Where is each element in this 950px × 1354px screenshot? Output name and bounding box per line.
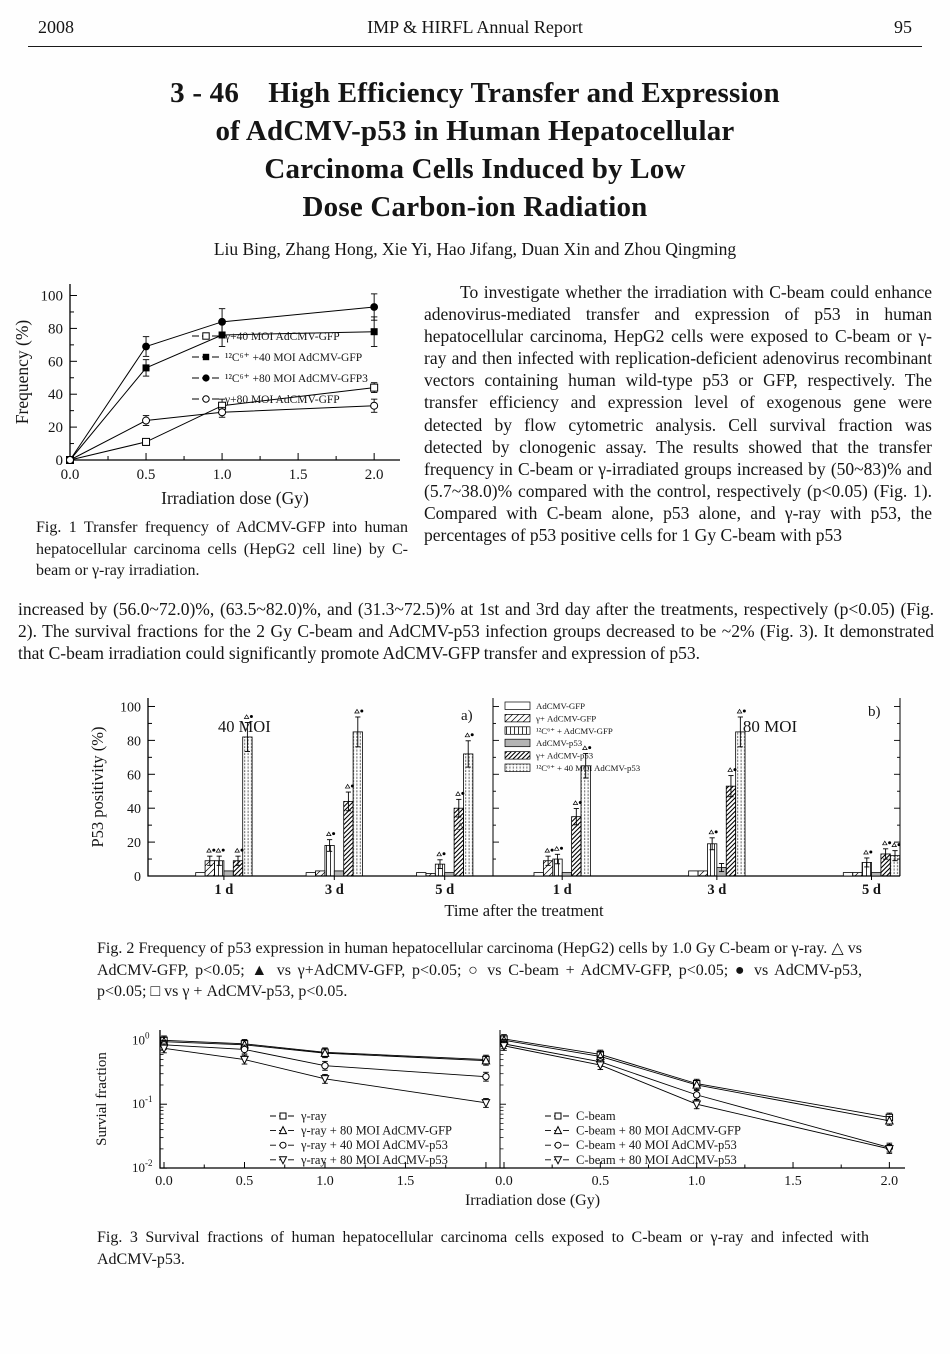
svg-text:0.5: 0.5 bbox=[236, 1174, 254, 1189]
svg-text:1 d: 1 d bbox=[214, 882, 233, 898]
abstract-paragraph: To investigate whether the irradiation w… bbox=[424, 282, 932, 546]
svg-text:Frequency (%): Frequency (%) bbox=[12, 320, 32, 425]
svg-text:40 MOI: 40 MOI bbox=[218, 717, 271, 736]
svg-text:5 d: 5 d bbox=[862, 882, 881, 898]
svg-text:0.0: 0.0 bbox=[155, 1174, 173, 1189]
svg-text:100: 100 bbox=[120, 700, 141, 715]
svg-text:Irradiation dose (Gy): Irradiation dose (Gy) bbox=[161, 488, 309, 508]
svg-text:2.0: 2.0 bbox=[881, 1174, 899, 1189]
svg-text:40: 40 bbox=[127, 802, 141, 817]
svg-text:5 d: 5 d bbox=[435, 882, 454, 898]
svg-text:100: 100 bbox=[41, 289, 64, 305]
svg-text:0.0: 0.0 bbox=[61, 467, 80, 483]
svg-text:10-2: 10-2 bbox=[132, 1158, 153, 1175]
svg-text:C-beam + 80 MOI AdCMV-GFP: C-beam + 80 MOI AdCMV-GFP bbox=[576, 1124, 741, 1138]
svg-text:20: 20 bbox=[127, 836, 141, 851]
article-title-line: 3 - 46 High Efficiency Transfer and Expr… bbox=[170, 77, 780, 109]
fig2-bar-chart: 0 20 40 60 80 100 1 d 3 d 5 d 40 MOI a) 1 d 3 d 5 d 80… bbox=[73, 686, 923, 937]
body-paragraph: increased by (56.0~72.0)%, (63.5~82.0)%,… bbox=[18, 599, 934, 664]
svg-text:a): a) bbox=[461, 708, 473, 724]
svg-text:γ-ray + 80 MOI AdCMV-p53: γ-ray + 80 MOI AdCMV-p53 bbox=[300, 1153, 448, 1167]
fig2-svg: 0 20 40 60 80 100 1 d 3 d 5 d 40 MOI a) 1 d 3 d 5 d 80… bbox=[88, 698, 901, 920]
svg-text:¹²C⁶⁺ +80 MOI AdCMV-GFP3: ¹²C⁶⁺ +80 MOI AdCMV-GFP3 bbox=[225, 373, 368, 385]
svg-text:0.0: 0.0 bbox=[495, 1174, 513, 1189]
svg-text:b): b) bbox=[868, 704, 881, 720]
svg-text:0.5: 0.5 bbox=[137, 467, 156, 483]
svg-text:Survial fraction: Survial fraction bbox=[94, 1052, 110, 1146]
svg-text:2.0: 2.0 bbox=[365, 467, 384, 483]
svg-text:¹²C⁶⁺ + AdCMV-GFP: ¹²C⁶⁺ + AdCMV-GFP bbox=[536, 726, 613, 736]
authors-line: Liu Bing, Zhang Hong, Xie Yi, Hao Jifang… bbox=[213, 239, 737, 259]
fig1-line-chart: 0 20 40 60 80 100 0.0 0.5 1.0 1.5 2.0 γ+40 MOI AdCM… bbox=[12, 272, 414, 515]
fig3-survival-chart: 100 10-1 10-2 0.0 0.5 1.0 1.5 γ-ray γ-ray + 80 M… bbox=[90, 1016, 940, 1226]
svg-text:0: 0 bbox=[134, 870, 141, 885]
fig1-caption: Fig. 1 Transfer frequency of AdCMV-GFP i… bbox=[36, 519, 408, 579]
article-title: 3 - 46 High Efficiency Transfer and Expr… bbox=[0, 74, 950, 226]
svg-text:AdCMV-p53: AdCMV-p53 bbox=[536, 738, 583, 748]
svg-text:1.5: 1.5 bbox=[784, 1174, 802, 1189]
svg-text:Time after the treatment: Time after the treatment bbox=[444, 901, 604, 920]
svg-text:10-1: 10-1 bbox=[132, 1094, 153, 1111]
header-rule bbox=[28, 46, 922, 47]
svg-text:3 d: 3 d bbox=[707, 882, 726, 898]
fig2-caption: Fig. 2 Frequency of p53 expression in hu… bbox=[97, 940, 862, 1000]
svg-text:0.5: 0.5 bbox=[592, 1174, 610, 1189]
svg-text:γ-ray + 40 MOI AdCMV-p53: γ-ray + 40 MOI AdCMV-p53 bbox=[300, 1138, 448, 1152]
svg-text:3 d: 3 d bbox=[325, 882, 344, 898]
header-journal-title: IMP & HIRFL Annual Report bbox=[367, 17, 583, 37]
fig3-caption: Fig. 3 Survival fractions of human hepat… bbox=[97, 1229, 869, 1268]
svg-text:80: 80 bbox=[48, 321, 63, 337]
svg-text:Irradiation dose (Gy): Irradiation dose (Gy) bbox=[465, 1192, 600, 1209]
svg-text:1.0: 1.0 bbox=[688, 1174, 706, 1189]
svg-text:AdCMV-GFP: AdCMV-GFP bbox=[536, 701, 585, 711]
svg-text:γ+ AdCMV-GFP: γ+ AdCMV-GFP bbox=[535, 713, 596, 723]
svg-text:1 d: 1 d bbox=[553, 882, 572, 898]
svg-text:γ-ray: γ-ray bbox=[300, 1109, 327, 1123]
fig1-svg: 0 20 40 60 80 100 0.0 0.5 1.0 1.5 2.0 γ+40 MOI AdCM… bbox=[12, 284, 400, 508]
svg-text:1.5: 1.5 bbox=[289, 467, 308, 483]
svg-text:20: 20 bbox=[48, 420, 63, 436]
svg-text:60: 60 bbox=[48, 354, 63, 370]
svg-text:△: △ bbox=[457, 821, 464, 831]
svg-text:0: 0 bbox=[56, 453, 64, 469]
svg-text:C-beam: C-beam bbox=[576, 1109, 616, 1123]
svg-text:80 MOI: 80 MOI bbox=[743, 717, 798, 736]
svg-text:P53 positivity (%): P53 positivity (%) bbox=[88, 726, 107, 847]
header-year: 2008 bbox=[38, 17, 74, 37]
svg-text:40: 40 bbox=[48, 387, 63, 403]
svg-text:C-beam + 40 MOI AdCMV-p53: C-beam + 40 MOI AdCMV-p53 bbox=[576, 1138, 737, 1152]
svg-text:γ-ray + 80 MOI AdCMV-GFP: γ-ray + 80 MOI AdCMV-GFP bbox=[300, 1124, 452, 1138]
article-title-line: Carcinoma Cells Induced by Low bbox=[264, 153, 686, 185]
svg-text:¹²C⁶⁺ + 40 MOI AdCMV-p53: ¹²C⁶⁺ + 40 MOI AdCMV-p53 bbox=[536, 763, 641, 773]
svg-text:80: 80 bbox=[127, 734, 141, 749]
svg-text:1.0: 1.0 bbox=[213, 467, 232, 483]
svg-text:100: 100 bbox=[132, 1030, 150, 1047]
svg-text:γ+40 MOI AdCMV-GFP: γ+40 MOI AdCMV-GFP bbox=[224, 331, 340, 343]
article-title-line: Dose Carbon-ion Radiation bbox=[302, 191, 648, 223]
svg-text:γ+80 MOI AdCMV-GFP: γ+80 MOI AdCMV-GFP bbox=[224, 394, 340, 406]
svg-text:γ+ AdCMV-p53: γ+ AdCMV-p53 bbox=[535, 751, 594, 761]
header-page-number: 95 bbox=[894, 17, 912, 37]
article-title-line: of AdCMV-p53 in Human Hepatocellular bbox=[215, 115, 735, 147]
svg-text:1.5: 1.5 bbox=[397, 1174, 415, 1189]
svg-text:C-beam + 80 MOI AdCMV-p53: C-beam + 80 MOI AdCMV-p53 bbox=[576, 1153, 737, 1167]
svg-text:60: 60 bbox=[127, 768, 141, 783]
svg-text:¹²C⁶⁺ +40 MOI AdCMV-GFP: ¹²C⁶⁺ +40 MOI AdCMV-GFP bbox=[225, 352, 362, 364]
svg-text:1.0: 1.0 bbox=[316, 1174, 334, 1189]
